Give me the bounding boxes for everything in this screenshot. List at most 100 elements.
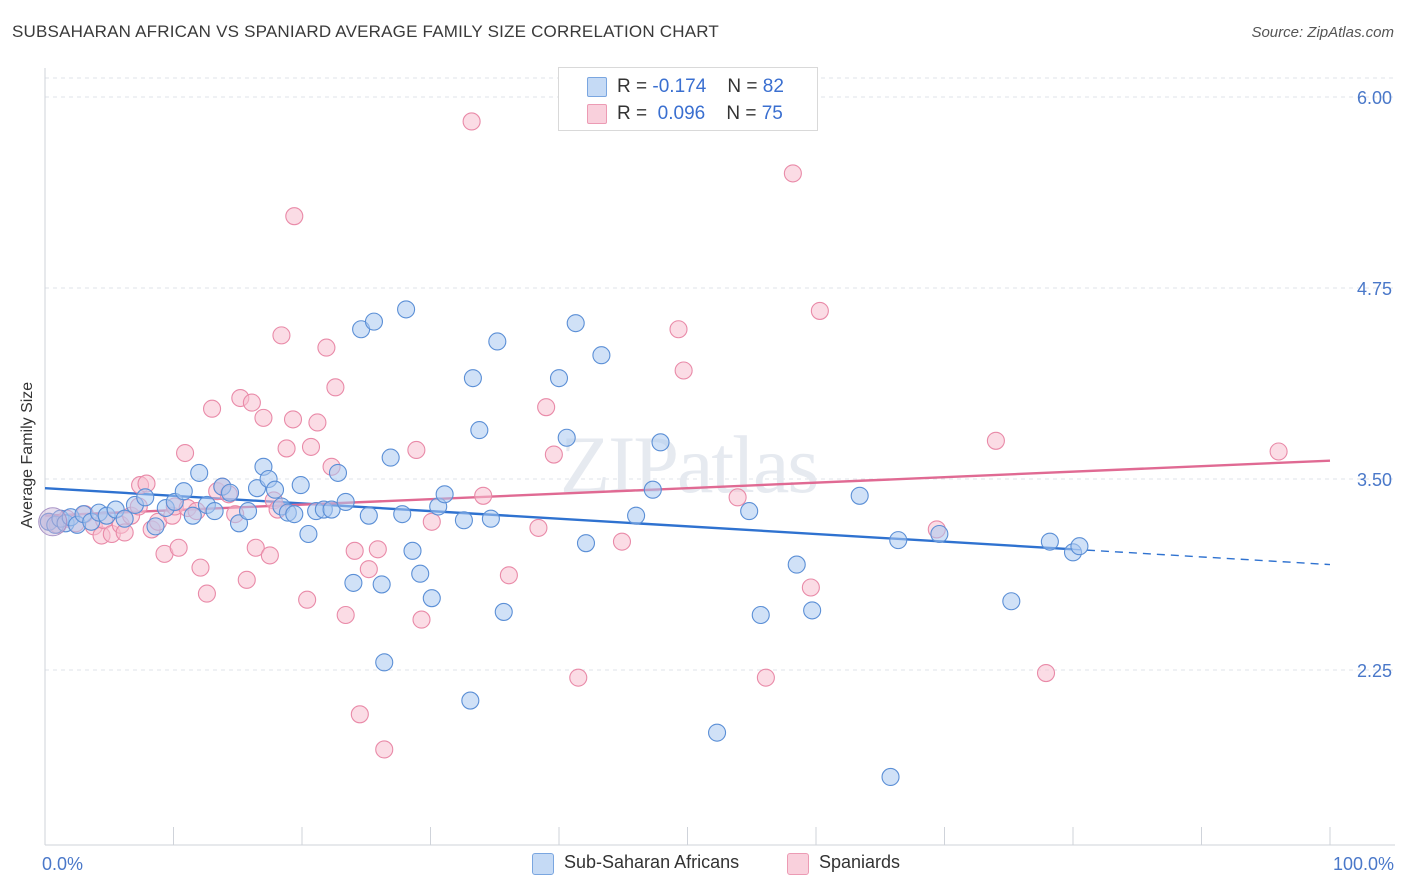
spaniard-point (277, 439, 296, 458)
spaniard-point (375, 740, 394, 759)
spaniard-point (669, 320, 688, 339)
spaniard-point (422, 512, 441, 531)
y-tick-label: 2.25 (1357, 661, 1392, 681)
sub-saharan-point (115, 509, 134, 528)
chart-title: SUBSAHARAN AFRICAN VS SPANIARD AVERAGE F… (12, 22, 719, 41)
spaniard-point (756, 668, 775, 687)
spaniard-point (674, 361, 693, 380)
sub-saharan-point (136, 488, 155, 507)
spaniard-point (783, 164, 802, 183)
n-value-blue: 82 (762, 76, 784, 97)
spaniard-point (197, 584, 216, 603)
spaniard-point (317, 338, 336, 357)
data-points (38, 112, 1288, 787)
spaniard-point (529, 518, 548, 537)
sub-saharan-point (229, 514, 249, 533)
spaniard-point (301, 437, 321, 456)
sub-saharan-point (183, 506, 202, 525)
source-label: Source: ZipAtlas.com (1251, 24, 1394, 41)
y-tick-label: 6.00 (1357, 88, 1392, 108)
sub-saharan-point (454, 511, 473, 530)
sub-saharan-point (291, 476, 310, 495)
r-value-blue: -0.174 (652, 76, 707, 97)
spaniard-point (285, 207, 304, 226)
sub-saharan-point (190, 463, 209, 482)
legend-swatch-pink (587, 104, 607, 124)
sub-saharan-point (930, 524, 949, 544)
trend-line-sub-saharan-projection (1072, 548, 1331, 566)
spaniard-point (345, 541, 364, 560)
spaniard-point (169, 538, 188, 557)
sub-saharan-point (850, 486, 869, 505)
sub-saharan-point (576, 534, 596, 553)
sub-saharan-point (566, 314, 585, 333)
sub-saharan-point (364, 312, 384, 331)
y-tick-label: 4.75 (1357, 279, 1392, 299)
r-label: R = (617, 103, 648, 124)
spaniard-point (462, 112, 481, 131)
trend-line-spaniards (44, 459, 1331, 517)
n-value-pink: 75 (761, 103, 783, 124)
spaniard-point (203, 399, 222, 418)
sub-saharan-point (463, 369, 482, 388)
spaniard-point (272, 326, 291, 345)
r-label: R = (617, 76, 648, 97)
spaniard-point (326, 378, 345, 397)
spaniard-point (242, 393, 261, 412)
sub-saharan-point (627, 506, 646, 525)
spaniard-point (474, 486, 493, 505)
sub-saharan-point (285, 505, 304, 524)
sub-saharan-point (238, 502, 258, 521)
sub-saharan-point (174, 482, 193, 501)
sub-saharan-point (549, 369, 569, 388)
spaniard-point (499, 566, 518, 585)
sub-saharan-point (205, 502, 224, 521)
sub-saharan-point (359, 506, 378, 525)
x-tick-label-max: 100.0% (1333, 854, 1394, 874)
legend-swatch-blue (587, 77, 607, 97)
sub-saharan-point (461, 691, 480, 710)
spaniard-point (368, 540, 387, 559)
spaniard-point (986, 431, 1005, 450)
sub-saharan-point (375, 653, 394, 672)
sub-saharan-point (494, 602, 513, 621)
sub-saharan-point (322, 500, 341, 519)
spaniard-point (1269, 442, 1288, 461)
sub-saharan-point (592, 346, 611, 365)
y-tick-label: 3.50 (1357, 470, 1392, 490)
spaniard-point (569, 668, 588, 687)
sub-saharan-point (403, 541, 422, 560)
sub-saharan-point (411, 564, 430, 583)
spaniard-point (359, 560, 378, 579)
sub-saharan-point (740, 502, 759, 521)
sub-saharan-point (336, 492, 355, 511)
legend-swatch-blue (532, 853, 554, 875)
sub-saharan-point (651, 433, 670, 452)
sub-saharan-point (372, 575, 391, 594)
spaniard-point (350, 705, 369, 724)
n-label: N = (726, 103, 757, 124)
sub-saharan-point (889, 531, 908, 550)
spaniard-point (810, 301, 829, 320)
spaniard-point (237, 570, 256, 589)
spaniard-point (283, 410, 303, 429)
spaniard-point (1036, 664, 1056, 683)
sub-saharan-point (1002, 592, 1021, 611)
sub-saharan-point (643, 480, 662, 499)
n-label: N = (727, 76, 758, 97)
spaniard-point (407, 440, 426, 460)
sub-saharan-point (488, 332, 507, 351)
axes (44, 68, 1395, 846)
sub-saharan-point (397, 300, 416, 319)
sub-saharan-point (751, 605, 770, 625)
spaniard-point (176, 443, 195, 463)
tick-labels: 2.25 3.50 4.75 6.00 0.0% 100.0% (42, 88, 1394, 874)
sub-saharan-point (146, 517, 165, 536)
spaniard-point (544, 445, 563, 464)
overlap-cluster-point (38, 507, 68, 537)
spaniard-point (246, 538, 265, 557)
x-tick-label-min: 0.0% (42, 854, 83, 874)
legend-stats: R = -0.174 N = 82 R = 0.096 N = 75 (558, 67, 818, 131)
sub-saharan-point (470, 421, 489, 440)
spaniard-point (308, 413, 327, 432)
